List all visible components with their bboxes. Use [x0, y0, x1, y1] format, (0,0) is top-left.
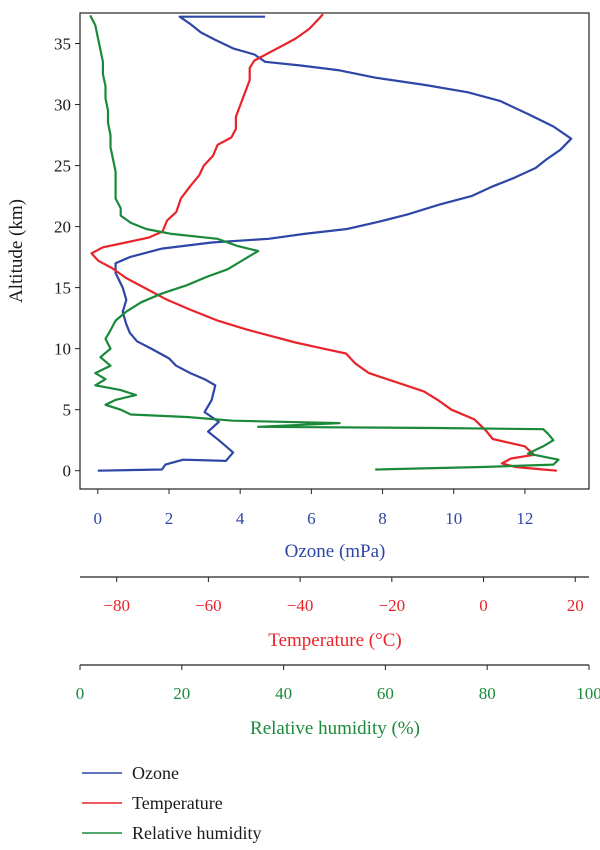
x-tick-label: 6 — [307, 509, 316, 528]
legend-label-humidity: Relative humidity — [132, 823, 261, 843]
x-tick-label: −60 — [195, 596, 222, 615]
y-axis-title: Altitude (km) — [6, 199, 27, 303]
y-tick-label: 20 — [54, 218, 71, 237]
y-tick-label: 10 — [54, 340, 71, 359]
series-line-temperature — [90, 13, 557, 472]
x-tick-label: 2 — [165, 509, 174, 528]
x-tick-label: 40 — [275, 684, 292, 703]
y-axis: 0 5 10 15 20 25 30 35 — [54, 35, 80, 481]
x-axis-title-ozone: Ozone (mPa) — [285, 541, 386, 562]
x-tick-label: 10 — [445, 509, 462, 528]
series-line-humidity — [89, 14, 560, 471]
legend: Ozone Temperature Relative humidity — [82, 763, 261, 843]
x-tick-label: 20 — [567, 596, 584, 615]
y-tick-label: 30 — [54, 96, 71, 115]
x-tick-label: 0 — [76, 684, 85, 703]
plot-frame — [79, 12, 590, 490]
x-tick-label: 8 — [378, 509, 387, 528]
x-tick-label: 4 — [236, 509, 245, 528]
y-tick-label: 15 — [54, 279, 71, 298]
x-tick-label: −80 — [103, 596, 130, 615]
y-tick-label: 25 — [54, 157, 71, 176]
x-axis-humidity: 0 20 40 60 80 100 — [76, 664, 600, 703]
x-tick-label: 100 — [576, 684, 600, 703]
legend-label-ozone: Ozone — [132, 763, 179, 783]
series-layer — [89, 13, 573, 472]
x-axis-title-humidity: Relative humidity (%) — [250, 718, 420, 739]
x-axis-title-temperature: Temperature (°C) — [268, 630, 401, 651]
legend-label-temperature: Temperature — [132, 793, 223, 813]
x-tick-label: 80 — [479, 684, 496, 703]
y-tick-label: 35 — [54, 35, 71, 54]
x-tick-label: 0 — [94, 509, 103, 528]
x-tick-label: −40 — [287, 596, 314, 615]
y-tick-label: 0 — [63, 462, 72, 481]
x-tick-label: 20 — [173, 684, 190, 703]
x-tick-label: 60 — [377, 684, 394, 703]
x-tick-label: 12 — [516, 509, 533, 528]
x-axis-temperature: −80 −60 −40 −20 0 20 — [80, 576, 589, 615]
x-tick-label: −20 — [379, 596, 406, 615]
y-tick-label: 5 — [63, 401, 72, 420]
series-line-ozone — [97, 15, 573, 472]
x-axis-ozone: 0 2 4 6 8 10 12 — [94, 489, 533, 528]
x-tick-label: 0 — [479, 596, 488, 615]
